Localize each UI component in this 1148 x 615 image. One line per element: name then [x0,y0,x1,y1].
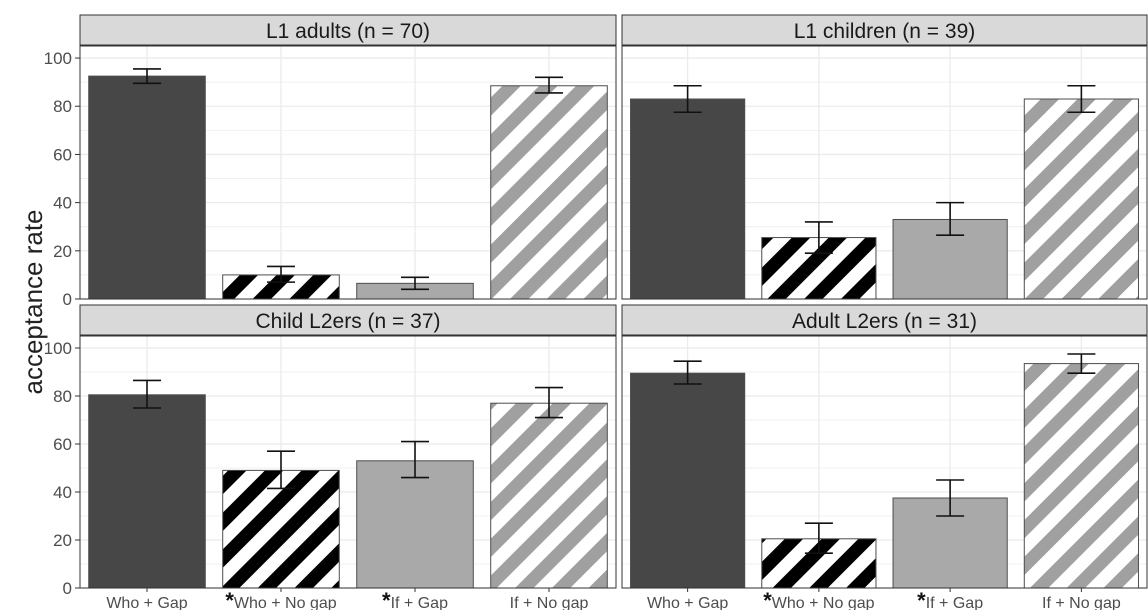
panel-strip [621,14,1148,46]
panel-title: Child L2ers (n = 37) [255,310,440,333]
error-bar [1067,84,1096,114]
x-tick-label: *If + Gap [917,588,983,610]
y-tick-label: 80 [53,97,72,116]
x-tick-label: *Who + No gap [225,588,336,610]
x-tick-label: *Who + No gap [763,588,874,610]
x-tick-label: Who + Gap [106,595,187,610]
y-axis-label: acceptance rate [18,209,48,394]
bar-if-no-gap [1023,363,1139,589]
panel-title: L1 adults (n = 70) [266,20,430,43]
panel-1: L1 adults (n = 70) 0 20 40 60 80 100 [44,14,617,309]
panel-title: Adult L2ers (n = 31) [792,310,977,333]
error-bar [535,386,563,419]
error-bar [1067,353,1096,375]
bar-if-no-gap [490,85,608,300]
error-bar [936,479,965,517]
panel-strip [79,14,617,46]
bar-if-gap [356,460,474,589]
y-tick-label: 40 [53,483,72,502]
bar-who-gap [630,372,746,589]
y-tick-label: 40 [53,194,72,213]
x-tick-label: If + No gap [1042,595,1121,610]
x-tick-label: *If + Gap [382,588,448,610]
panel-title: L1 children (n = 39) [794,20,976,43]
y-tick-label: 60 [53,435,72,454]
y-tick-label: 80 [53,387,72,406]
panel-frame [79,45,617,300]
y-tick-label: 100 [44,339,72,358]
error-bar [673,84,702,114]
error-bar [133,379,161,409]
panel-frame [621,45,1148,300]
panel-strip [621,304,1148,336]
error-bar [133,68,161,85]
error-bar [804,522,833,555]
panel-strip [79,304,617,336]
error-bar [401,276,429,291]
error-bar [936,201,965,236]
bar-if-no-gap [1023,98,1139,300]
error-bar [804,221,833,255]
error-bar [535,76,563,94]
y-tick-label: 20 [53,242,72,261]
panel-2: L1 children (n = 39) [621,14,1148,300]
y-tick-label: 100 [44,49,72,68]
y-tick-label: 60 [53,145,72,164]
y-tick-label: 0 [63,579,72,598]
bar-if-no-gap [490,402,608,589]
bar-who-gap [88,394,206,589]
panel-frame [79,335,617,589]
y-tick-label: 20 [53,531,72,550]
bar-who-gap [88,75,206,300]
error-bar [401,440,429,479]
y-tick-label: 0 [63,290,72,309]
error-bar [267,265,295,283]
x-tick-label: If + No gap [510,595,589,610]
bar-who-gap [630,98,746,300]
panel-4: Adult L2ers (n = 31) Who + Gap *Who + No g… [621,304,1148,613]
panel-frame [621,335,1148,589]
error-bar [673,360,702,385]
x-tick-label: Who + Gap [647,595,728,610]
bar-who-no-gap [222,469,340,589]
error-bar [267,450,295,490]
panel-3: Child L2ers (n = 37) 0 20 40 60 80 100 Who + Ga… [44,304,617,613]
